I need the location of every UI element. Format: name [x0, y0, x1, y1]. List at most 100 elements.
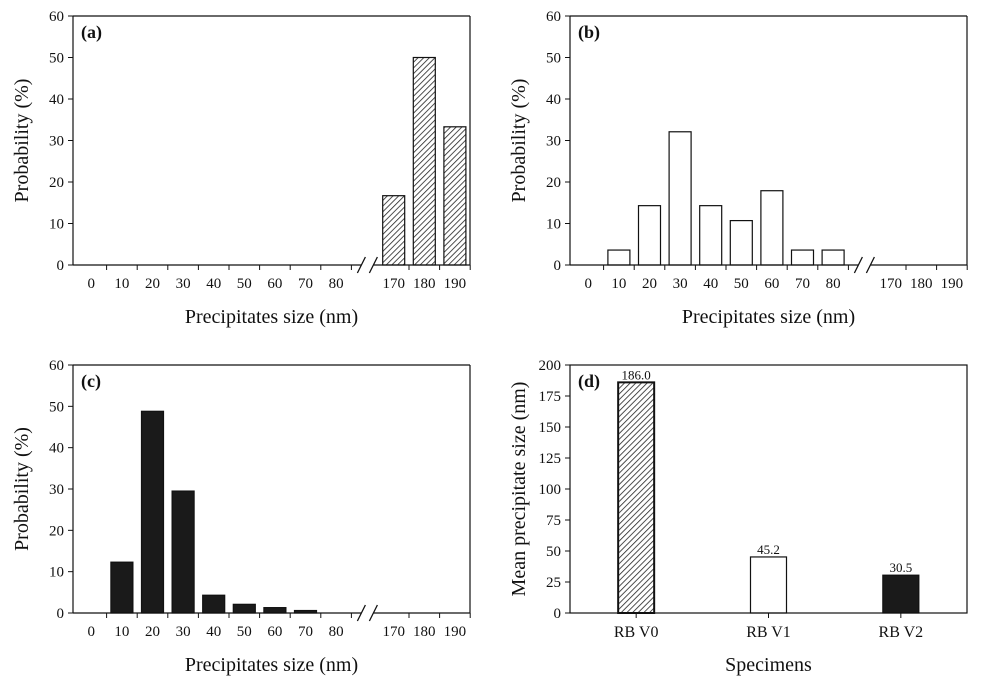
- panel-b-bar-40: [699, 205, 723, 266]
- panel-a-y-ticks: 0 10 20 30 40 50 60: [49, 9, 73, 274]
- panel-b-xtick-label: 180: [910, 276, 933, 292]
- panel-b-frame: [569, 15, 968, 274]
- panel-a-ytick-label: 60: [49, 9, 64, 25]
- panel-b-xtick-label: 10: [611, 276, 626, 292]
- panel-c-xtick-label: 70: [298, 624, 313, 640]
- panel-c-xtick-label: 190: [444, 624, 467, 640]
- panel-a-ylabel: Probability (%): [11, 79, 33, 203]
- panel-d: 186.0 45.2 30.5 0 25 50 75 100 125 150 175 200 RB …: [508, 358, 968, 676]
- panel-c-label: (c): [81, 371, 101, 392]
- panel-b-y-ticks: 0 10 20 30 40 50 60: [546, 9, 570, 274]
- panel-b-axis-break-1: [853, 256, 863, 274]
- panel-c-xtick-label: 10: [114, 624, 129, 640]
- panel-d-y-ticks: 0 25 50 75 100 125 150 175 200: [539, 358, 570, 622]
- panel-b-bar-30: [668, 131, 692, 266]
- panel-a-ytick-label: 40: [49, 92, 64, 108]
- panel-c: 0 10 20 30 40 50 60 0 10 20 30 40 50 60 70 80 170 180 190…: [11, 358, 471, 676]
- panel-b-ytick-label: 50: [546, 51, 561, 67]
- panel-b-bars: [607, 131, 845, 266]
- panel-a-xtick-label: 0: [88, 276, 96, 292]
- panel-d-bar-rb-v2: [882, 574, 920, 614]
- panel-d-ytick-label: 100: [539, 482, 562, 498]
- panel-c-xtick-label: 20: [145, 624, 160, 640]
- panel-d-ytick-label: 75: [546, 513, 561, 529]
- panel-d-frame-box: [569, 364, 968, 614]
- panel-d-bar-rb-v1: [749, 556, 788, 614]
- panel-d-xtick-label: RB V1: [746, 624, 791, 641]
- panel-b-xtick-label: 60: [764, 276, 779, 292]
- panel-b-ylabel: Probability (%): [508, 79, 530, 203]
- panel-a-xtick-label: 60: [267, 276, 282, 292]
- panel-c-xtick-label: 80: [329, 624, 344, 640]
- panel-c-bar-50: [232, 603, 256, 614]
- panel-a-ytick-label: 20: [49, 175, 64, 191]
- panel-d-ytick-label: 125: [539, 451, 562, 467]
- panel-a-label: (a): [81, 22, 102, 43]
- panel-a-xtick-label: 70: [298, 276, 313, 292]
- panel-b-ytick-label: 20: [546, 175, 561, 191]
- panel-d-data-label: 45.2: [757, 542, 780, 557]
- panel-c-xtick-label: 180: [413, 624, 436, 640]
- panel-b-bar-10: [607, 249, 631, 266]
- panel-c-bars: [110, 410, 318, 614]
- panel-c-xtick-label: 50: [237, 624, 252, 640]
- panel-b-xtick-label: 50: [734, 276, 749, 292]
- panel-a-x-ticks: 0 10 20 30 40 50 60 70 80 170 180 190: [88, 265, 471, 292]
- panel-b-ytick-label: 0: [554, 258, 562, 274]
- panel-c-axis-break-2: [368, 604, 378, 622]
- panel-b-bar-50: [729, 219, 753, 266]
- panel-a-xtick-label: 20: [145, 276, 160, 292]
- panel-c-bar-40: [202, 594, 226, 614]
- panel-c-ytick-label: 60: [49, 358, 64, 374]
- panel-a-bar-170: [382, 195, 406, 266]
- panel-c-xtick-label: 30: [176, 624, 191, 640]
- panel-c-ytick-label: 10: [49, 565, 64, 581]
- panel-d-xlabel: Specimens: [725, 654, 812, 676]
- panel-d-ytick-label: 150: [539, 420, 562, 436]
- panel-a-ytick-label: 50: [49, 51, 64, 67]
- panel-c-frame: [72, 364, 471, 622]
- panel-d-data-label: 186.0: [622, 367, 651, 382]
- panel-b-x-ticks: 0 10 20 30 40 50 60 70 80 170 180 190: [585, 265, 968, 292]
- panel-c-xtick-label: 40: [206, 624, 221, 640]
- panel-a-xtick-label: 180: [413, 276, 436, 292]
- panel-b-ytick-label: 40: [546, 92, 561, 108]
- panel-c-bar-30: [171, 490, 195, 614]
- panel-d-ytick-label: 175: [539, 389, 562, 405]
- panel-c-xlabel: Precipitates size (nm): [185, 654, 358, 676]
- panel-d-ytick-label: 25: [546, 575, 561, 591]
- panel-d-bar-rb-v0: [617, 381, 656, 614]
- panel-d-ytick-label: 0: [554, 606, 562, 622]
- panel-b: 0 10 20 30 40 50 60 0 10 20 30 40 50 60 70 80 170 180 190…: [508, 9, 968, 328]
- panel-b-bar-60: [760, 190, 784, 266]
- panel-c-ytick-label: 20: [49, 523, 64, 539]
- panel-a-xtick-label: 40: [206, 276, 221, 292]
- panel-c-ytick-label: 50: [49, 399, 64, 415]
- panel-d-xtick-label: RB V0: [614, 624, 659, 641]
- panel-d-bars: 186.0 45.2 30.5: [617, 367, 920, 614]
- panel-a-frame: [72, 15, 471, 274]
- panel-c-xtick-label: 0: [88, 624, 96, 640]
- panel-b-ytick-label: 30: [546, 134, 561, 150]
- panel-b-label: (b): [578, 22, 600, 43]
- panel-b-xtick-label: 30: [673, 276, 688, 292]
- panel-d-frame: [569, 364, 968, 614]
- panel-c-xtick-label: 60: [267, 624, 282, 640]
- panel-c-bar-60: [263, 607, 287, 614]
- panel-c-axis-break-1: [356, 604, 366, 622]
- panel-a-xtick-label: 30: [176, 276, 191, 292]
- panel-a-xtick-label: 190: [444, 276, 467, 292]
- panel-b-xtick-label: 170: [879, 276, 902, 292]
- panel-d-ytick-label: 50: [546, 544, 561, 560]
- panel-b-xtick-label: 20: [642, 276, 657, 292]
- panel-d-data-label: 30.5: [889, 560, 912, 575]
- panel-c-ytick-label: 0: [57, 606, 65, 622]
- panel-a-bar-180: [412, 56, 436, 266]
- panel-c-xtick-label: 170: [382, 624, 405, 640]
- panel-a-xtick-label: 80: [329, 276, 344, 292]
- panel-d-label: (d): [578, 371, 600, 392]
- panel-c-ytick-label: 40: [49, 441, 64, 457]
- panel-b-ytick-label: 10: [546, 217, 561, 233]
- panel-a-axis-break-1: [356, 256, 366, 274]
